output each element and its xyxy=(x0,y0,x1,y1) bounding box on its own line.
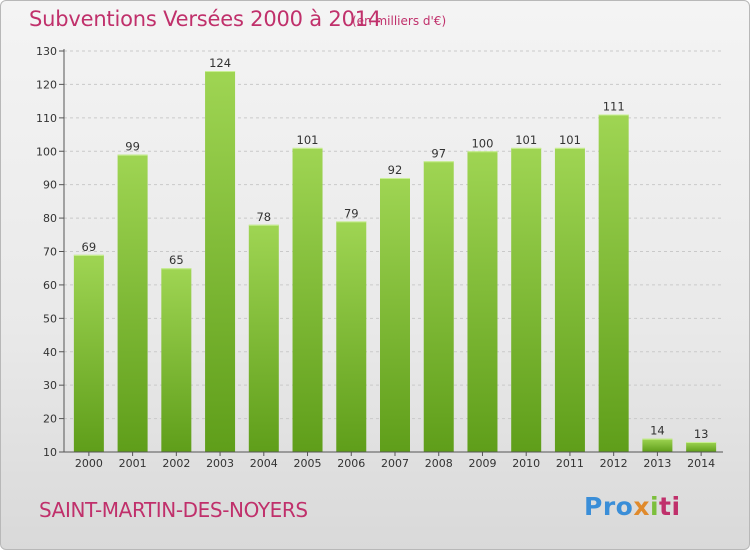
data-label: 101 xyxy=(559,133,581,147)
bar xyxy=(686,441,717,452)
x-tick-label: 2010 xyxy=(512,457,540,470)
y-tick-label: 10 xyxy=(43,446,57,459)
x-tick-label: 2009 xyxy=(468,457,496,470)
y-tick-label: 20 xyxy=(43,413,57,426)
y-tick-label: 50 xyxy=(43,312,57,325)
data-label: 101 xyxy=(297,133,319,147)
y-tick-label: 130 xyxy=(36,45,57,58)
bar xyxy=(336,221,367,452)
labels: 10 20 30 40 50 60 70 80 90 100 110 120 130 69 2000 99 20… xyxy=(36,45,715,470)
bar xyxy=(248,224,279,452)
y-tick-label: 100 xyxy=(36,145,57,158)
proxiti-logo: Proxiti xyxy=(584,492,681,521)
bar xyxy=(117,154,148,452)
data-label: 13 xyxy=(694,427,709,441)
bar xyxy=(511,147,542,453)
data-label: 14 xyxy=(650,424,665,438)
data-label: 79 xyxy=(344,206,359,220)
x-tick-label: 2003 xyxy=(206,457,234,470)
x-tick-label: 2007 xyxy=(381,457,409,470)
x-tick-label: 2014 xyxy=(687,457,715,470)
bar xyxy=(642,438,673,452)
logo-part: Pro xyxy=(584,492,634,521)
data-label: 111 xyxy=(603,99,625,113)
bar xyxy=(292,147,323,453)
bar xyxy=(554,147,585,453)
chart-title: Subventions Versées 2000 à 2014 xyxy=(29,7,382,31)
y-tick-label: 70 xyxy=(43,246,57,259)
chart-subtitle: (en milliers d'€) xyxy=(352,14,447,28)
x-tick-label: 2011 xyxy=(556,457,584,470)
bar xyxy=(467,151,498,452)
x-tick-label: 2012 xyxy=(600,457,628,470)
logo-part: i xyxy=(649,492,660,521)
y-tick-label: 60 xyxy=(43,279,57,292)
x-tick-label: 2004 xyxy=(250,457,278,470)
x-tick-label: 2006 xyxy=(337,457,365,470)
x-tick-label: 2005 xyxy=(294,457,322,470)
axes xyxy=(59,49,723,456)
logo-part: ti xyxy=(659,492,681,521)
x-tick-label: 2001 xyxy=(119,457,147,470)
x-tick-label: 2002 xyxy=(162,457,190,470)
y-tick-label: 80 xyxy=(43,212,57,225)
x-tick-label: 2000 xyxy=(75,457,103,470)
bars xyxy=(73,71,717,453)
y-tick-label: 90 xyxy=(43,179,57,192)
data-label: 92 xyxy=(388,163,403,177)
logo-part: x xyxy=(633,492,650,521)
bar xyxy=(161,268,192,452)
bar xyxy=(205,71,236,453)
bar xyxy=(380,177,410,452)
bar xyxy=(598,114,629,452)
bar xyxy=(423,161,454,452)
bar xyxy=(73,254,104,452)
y-tick-label: 120 xyxy=(36,78,57,91)
x-tick-label: 2008 xyxy=(425,457,453,470)
commune-name: SAINT-MARTIN-DES-NOYERS xyxy=(39,498,308,522)
y-tick-label: 30 xyxy=(43,379,57,392)
data-label: 99 xyxy=(125,140,140,154)
data-label: 65 xyxy=(169,253,184,267)
y-tick-label: 110 xyxy=(36,112,57,125)
data-label: 78 xyxy=(256,210,271,224)
data-label: 124 xyxy=(209,56,231,70)
data-label: 100 xyxy=(471,136,493,150)
data-label: 69 xyxy=(82,240,97,254)
data-label: 101 xyxy=(515,133,537,147)
x-tick-label: 2013 xyxy=(643,457,671,470)
data-label: 97 xyxy=(431,146,446,160)
y-tick-label: 40 xyxy=(43,346,57,359)
